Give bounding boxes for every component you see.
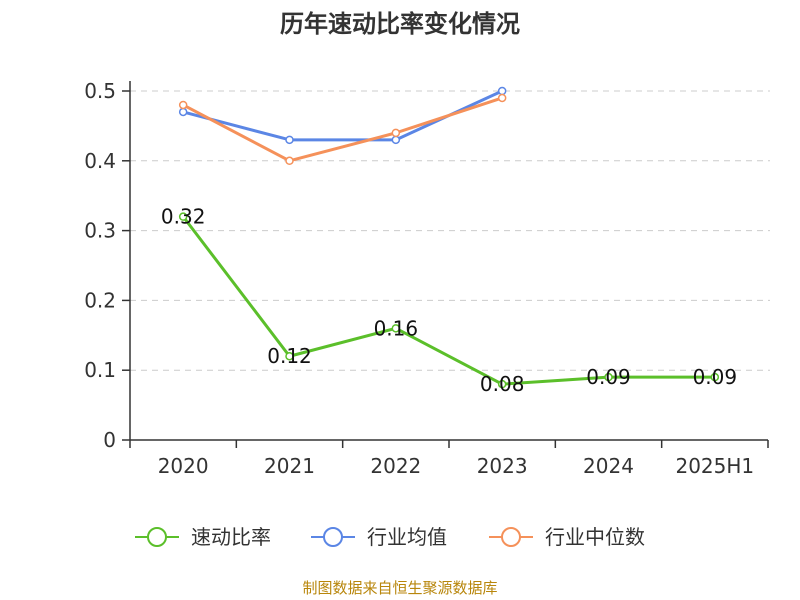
grid [130,90,770,371]
x-tick-label: 2020 [158,454,209,478]
data-label: 0.08 [480,372,525,396]
y-tick-label: 0.3 [84,219,116,243]
legend[interactable]: 速动比率 行业均值 行业中位数 [135,525,645,549]
data-point[interactable] [497,93,507,103]
data-label: 0.09 [586,365,631,389]
chart-title: 历年速动比率变化情况 [280,10,520,38]
series-line [181,215,715,386]
series-3 [178,93,507,166]
legend-label: 行业均值 [367,525,447,549]
data-labels: 0.32 0.12 0.16 0.08 0.09 0.09 [161,205,737,397]
data-label: 0.09 [693,365,738,389]
legend-item-2[interactable]: 行业均值 [311,525,447,549]
data-point[interactable] [391,128,401,138]
x-tick-label: 2022 [370,454,421,478]
data-point[interactable] [497,86,507,96]
data-point[interactable] [285,135,294,145]
data-point[interactable] [391,324,401,333]
y-tick-label: 0.4 [84,149,116,173]
y-tick-label: 0.2 [84,288,116,312]
data-point[interactable] [178,107,188,117]
legend-marker-icon [147,527,167,547]
data-point[interactable] [391,135,401,145]
y-tick-label: 0.5 [84,79,116,103]
data-point[interactable] [604,372,613,382]
data-label: 0.16 [374,316,419,340]
x-tick-label: 2021 [264,454,315,478]
data-point[interactable] [285,156,294,166]
x-tick-label: 2025H1 [675,454,754,478]
series-line [182,96,503,163]
series-1 [178,212,720,389]
series [178,86,720,389]
y-tick-label: 0 [103,428,116,452]
data-label: 0.12 [267,344,312,368]
legend-item-1[interactable]: 速动比率 [135,525,271,549]
legend-marker-icon [323,527,343,547]
legend-marker-icon [501,527,521,547]
data-point[interactable] [285,351,294,361]
data-point[interactable] [710,372,720,382]
x-tick-label: 2024 [583,454,634,478]
data-label: 0.32 [161,205,206,229]
series-line [182,89,503,142]
legend-item-3[interactable]: 行业中位数 [489,525,645,549]
x-tick-label: 2023 [477,454,528,478]
data-point[interactable] [497,379,507,389]
legend-label: 行业中位数 [545,525,645,549]
legend-label: 速动比率 [191,525,271,549]
data-point[interactable] [178,212,188,221]
source-note: 制图数据来自恒生聚源数据库 [302,579,497,597]
axes: 0 0.1 0.2 0.3 0.4 0.5 2020 2021 2022 2023 2024 2025… [84,79,769,478]
series-2 [178,86,507,145]
data-point[interactable] [178,100,188,110]
y-tick-label: 0.1 [84,358,116,382]
